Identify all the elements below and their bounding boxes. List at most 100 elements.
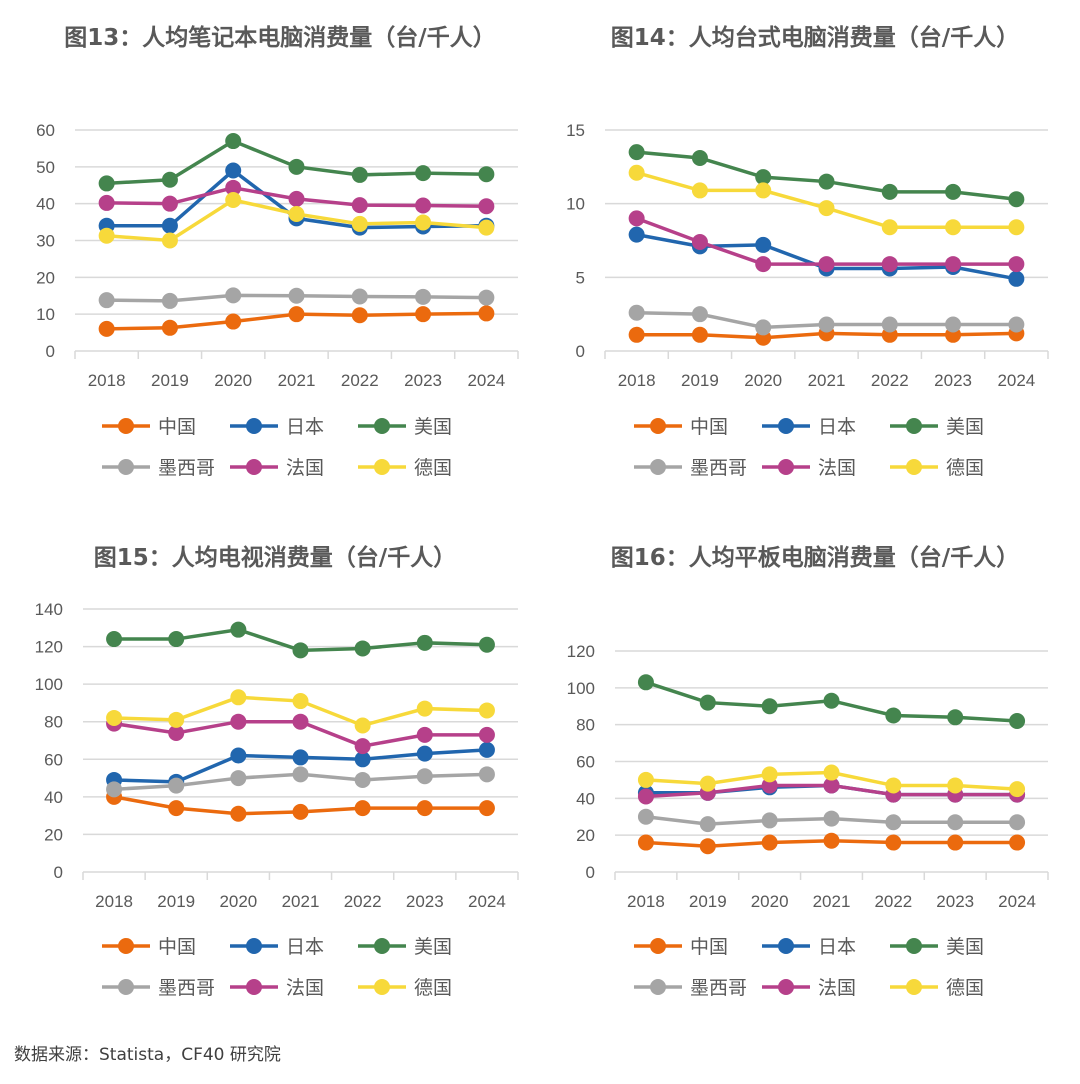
legend-item: 德国: [888, 973, 1008, 1000]
data-point: [691, 149, 708, 166]
series-4: [628, 210, 1025, 273]
data-point: [225, 133, 242, 150]
data-point: [628, 210, 645, 227]
data-point: [478, 198, 495, 215]
data-point: [755, 236, 772, 253]
data-point: [818, 173, 835, 190]
series-0: [637, 832, 1026, 855]
data-point: [881, 219, 898, 236]
data-point: [351, 215, 368, 232]
y-tick-label: 40: [36, 195, 55, 214]
data-point: [230, 689, 247, 706]
data-point: [292, 642, 309, 659]
data-point: [168, 800, 185, 817]
y-tick-label: 20: [576, 826, 595, 845]
legend-label: 德国: [414, 457, 453, 479]
legend-marker-icon: [890, 458, 938, 475]
series-5: [98, 191, 495, 249]
legend-item: 日本: [760, 412, 880, 439]
data-point: [755, 256, 772, 273]
legend-item: 日本: [760, 932, 880, 959]
y-tick-label: 40: [44, 788, 63, 807]
data-point: [823, 764, 840, 781]
legend-label: 中国: [158, 936, 197, 958]
legend-item: 法国: [760, 973, 880, 1000]
series-3: [628, 304, 1025, 336]
legend-marker-icon: [102, 417, 150, 434]
data-point: [351, 197, 368, 214]
data-point: [161, 319, 178, 336]
y-tick-label: 100: [567, 679, 595, 698]
legend-item: 美国: [888, 932, 1008, 959]
x-tick-label: 2019: [689, 892, 727, 911]
legend-label: 法国: [286, 977, 325, 999]
legend: 中国 日本 美国 墨西哥 法国 德国: [100, 932, 500, 1000]
x-tick-label: 2023: [934, 371, 972, 390]
x-tick-label: 2024: [467, 371, 505, 390]
y-tick-label: 10: [36, 305, 55, 324]
legend-item: 美国: [888, 412, 1008, 439]
data-point: [416, 745, 433, 762]
data-point: [98, 175, 115, 192]
y-tick-label: 40: [576, 789, 595, 808]
data-point: [478, 305, 495, 322]
data-point: [230, 805, 247, 822]
data-point: [415, 214, 432, 231]
legend-item: 法国: [228, 453, 348, 480]
legend-item: 墨西哥: [100, 973, 220, 1000]
legend-marker-icon: [358, 937, 406, 954]
legend-item: 墨西哥: [100, 453, 220, 480]
legend-marker-icon: [102, 458, 150, 475]
data-point: [354, 771, 371, 788]
data-point: [106, 709, 123, 726]
data-point: [761, 834, 778, 851]
legend-label: 墨西哥: [690, 457, 748, 479]
y-tick-label: 30: [36, 232, 55, 251]
y-tick-label: 140: [35, 600, 63, 619]
legend-label: 德国: [414, 977, 453, 999]
legend-label: 美国: [946, 936, 985, 958]
data-point: [637, 788, 654, 805]
y-tick-label: 0: [586, 863, 595, 882]
data-point: [947, 709, 964, 726]
data-point: [225, 179, 242, 196]
y-tick-label: 80: [576, 716, 595, 735]
y-tick-label: 20: [44, 825, 63, 844]
chart-title: 图14：人均台式电脑消费量（台/千人）: [610, 25, 1020, 51]
legend-item: 墨西哥: [632, 973, 752, 1000]
data-point: [168, 631, 185, 648]
legend-label: 美国: [946, 416, 985, 438]
y-tick-label: 15: [566, 121, 585, 140]
x-tick-label: 2022: [341, 371, 379, 390]
data-point: [761, 812, 778, 829]
legend-label: 日本: [818, 416, 857, 438]
data-point: [945, 183, 962, 200]
y-tick-label: 0: [46, 342, 55, 361]
data-point: [1008, 256, 1025, 273]
data-point: [478, 741, 495, 758]
legend-label: 德国: [946, 977, 985, 999]
data-point: [354, 800, 371, 817]
series-5: [637, 764, 1026, 798]
x-tick-label: 2018: [95, 892, 133, 911]
x-tick-label: 2021: [278, 371, 316, 390]
x-tick-label: 2018: [618, 371, 656, 390]
legend-item: 日本: [228, 412, 348, 439]
data-point: [823, 832, 840, 849]
data-point: [354, 640, 371, 657]
data-point: [637, 808, 654, 825]
data-point: [1008, 316, 1025, 333]
data-point: [478, 289, 495, 306]
chart-title: 图15：人均电视消费量（台/千人）: [93, 545, 457, 571]
y-tick-label: 5: [576, 268, 585, 287]
data-point: [478, 726, 495, 743]
data-point: [292, 766, 309, 783]
x-tick-label: 2019: [157, 892, 195, 911]
chart-title: 图13：人均笔记本电脑消费量（台/千人）: [64, 25, 496, 51]
data-point: [691, 306, 708, 323]
data-point: [478, 766, 495, 783]
data-point: [225, 162, 242, 179]
